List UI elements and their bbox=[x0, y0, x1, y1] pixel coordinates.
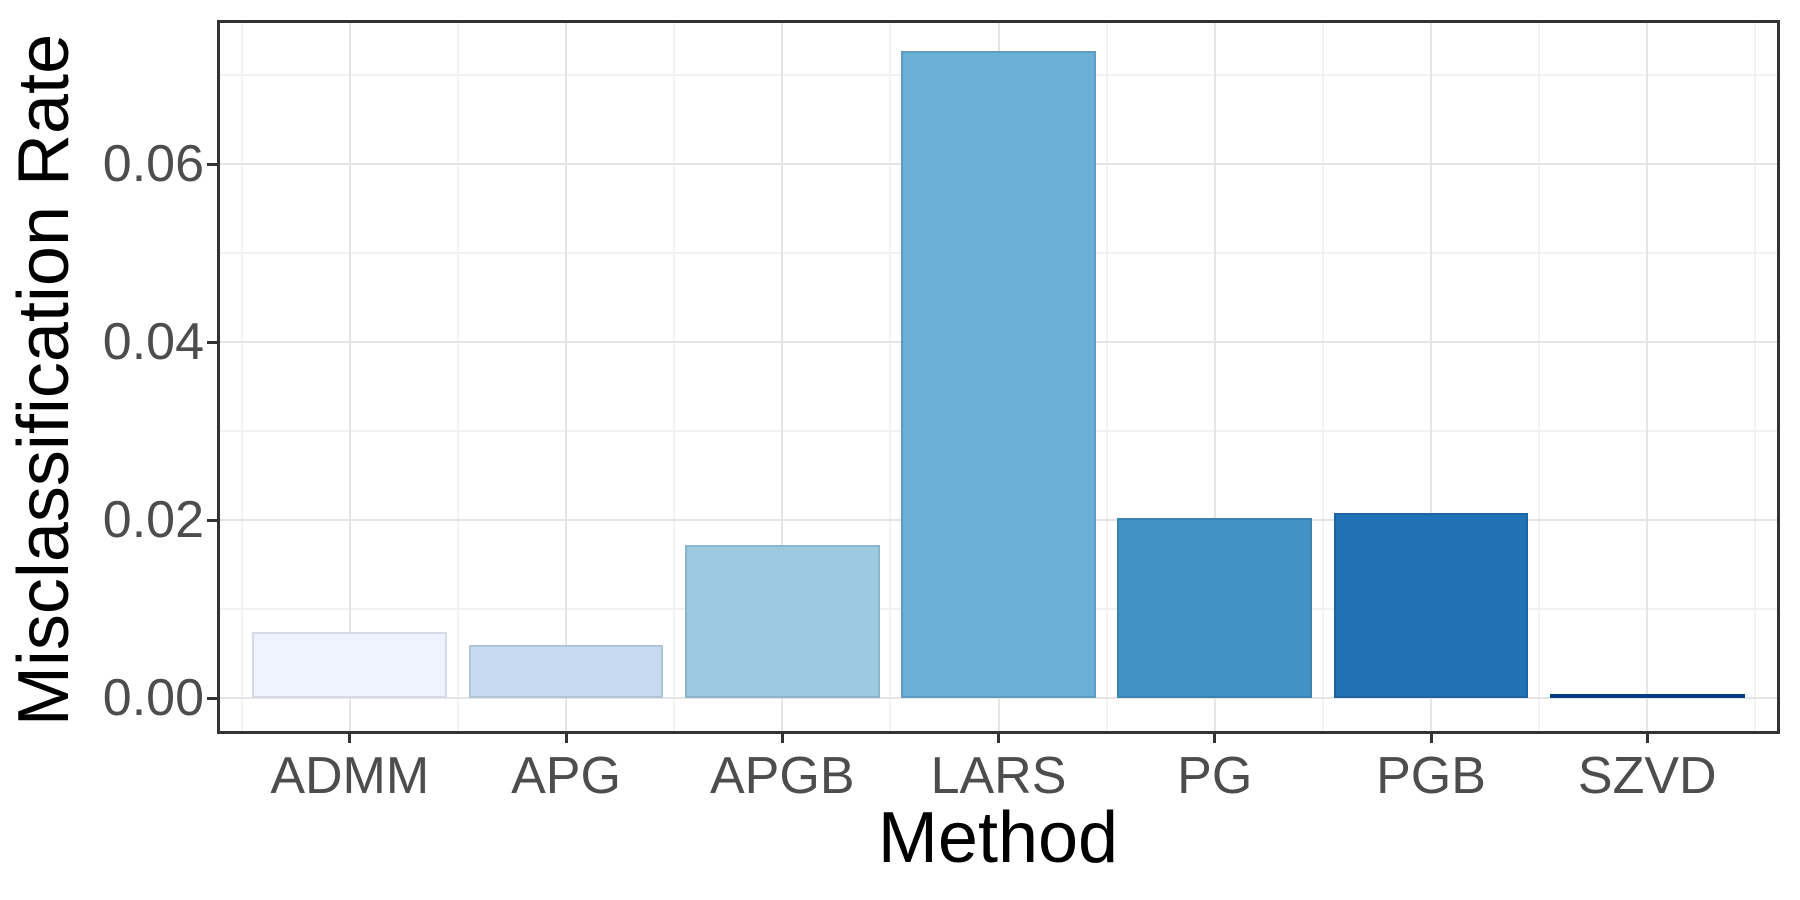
x-tick-mark bbox=[1213, 731, 1217, 743]
bar-lars bbox=[901, 51, 1096, 699]
gridline-major-vertical bbox=[348, 23, 351, 731]
x-tick-mark bbox=[1429, 731, 1433, 743]
x-tick-mark bbox=[348, 731, 352, 743]
gridline-minor-vertical bbox=[1538, 23, 1541, 731]
x-tick-label-pg: PG bbox=[1177, 747, 1253, 805]
x-tick-label-pgb: PGB bbox=[1376, 747, 1486, 805]
x-tick-mark bbox=[1645, 731, 1649, 743]
gridline-major-vertical bbox=[565, 23, 567, 731]
gridline-major-vertical bbox=[781, 23, 784, 731]
gridline-major-vertical bbox=[1213, 23, 1216, 731]
x-tick-label-apg: APG bbox=[511, 747, 621, 805]
gridline-minor-vertical bbox=[889, 23, 892, 731]
x-tick-mark bbox=[997, 731, 1000, 743]
gridline-minor-vertical bbox=[1321, 23, 1324, 731]
gridline-minor-vertical bbox=[673, 23, 676, 731]
y-tick-mark bbox=[207, 340, 220, 344]
gridline-minor-vertical bbox=[240, 23, 243, 731]
x-tick-mark bbox=[780, 731, 784, 743]
y-tick-label: 0.04 bbox=[102, 313, 204, 372]
y-tick-label: 0.00 bbox=[102, 669, 204, 728]
plot-area bbox=[220, 23, 1777, 731]
y-tick-label: 0.06 bbox=[102, 135, 204, 194]
y-tick-mark bbox=[207, 162, 220, 166]
gridline-major-vertical bbox=[1430, 23, 1432, 731]
gridline-minor-vertical bbox=[456, 23, 459, 731]
x-axis-title: Method bbox=[877, 798, 1119, 878]
y-tick-mark bbox=[207, 518, 220, 522]
bar-szvd bbox=[1549, 693, 1745, 699]
x-tick-label-apgb: APGB bbox=[710, 747, 855, 805]
bar-apgb bbox=[684, 545, 880, 699]
bar-pgb bbox=[1333, 513, 1529, 699]
bar-pg bbox=[1117, 518, 1313, 699]
y-tick-label: 0.02 bbox=[102, 491, 204, 550]
x-tick-label-admm: ADMM bbox=[270, 747, 430, 805]
x-tick-label-szvd: SZVD bbox=[1577, 747, 1717, 805]
bar-apg bbox=[468, 644, 664, 699]
plot-panel bbox=[217, 20, 1780, 734]
gridline-minor-vertical bbox=[1105, 23, 1108, 731]
x-tick-label-lars: LARS bbox=[930, 747, 1067, 805]
x-tick-mark bbox=[564, 731, 568, 743]
gridline-minor-vertical bbox=[1754, 23, 1757, 731]
bar-admm bbox=[252, 632, 448, 699]
gridline-major-vertical bbox=[1646, 23, 1649, 731]
y-tick-mark bbox=[207, 696, 220, 700]
